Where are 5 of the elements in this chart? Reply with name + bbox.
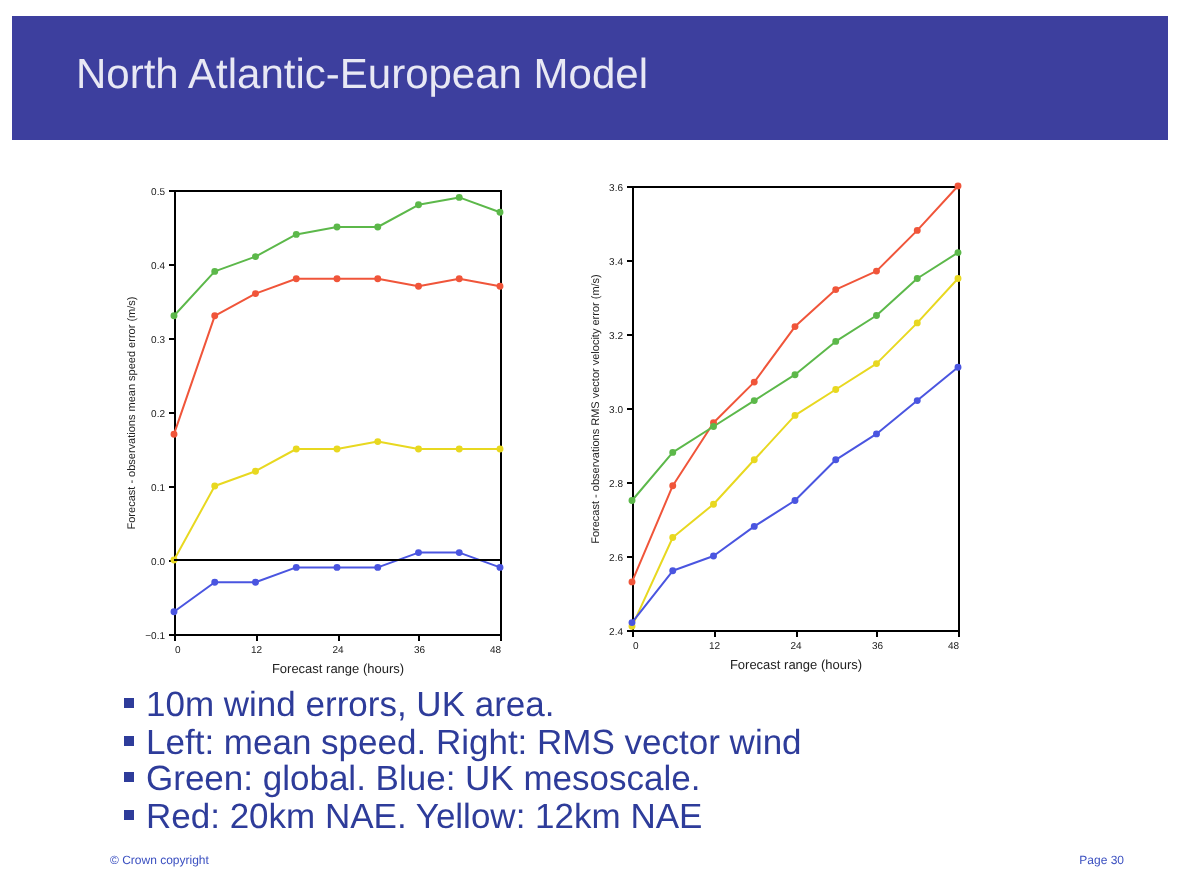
text: 10m wind errors, UK area.: [144, 684, 557, 724]
text: Green: global. Blue: UK mesoscale.: [144, 758, 703, 798]
text: Left: mean speed. Right: RMS vector wind: [144, 721, 802, 761]
chart-title: North Atlantic-European Model: [76, 52, 648, 100]
text: Red: 20km NAE. Yellow: 12km NAE: [144, 795, 705, 835]
